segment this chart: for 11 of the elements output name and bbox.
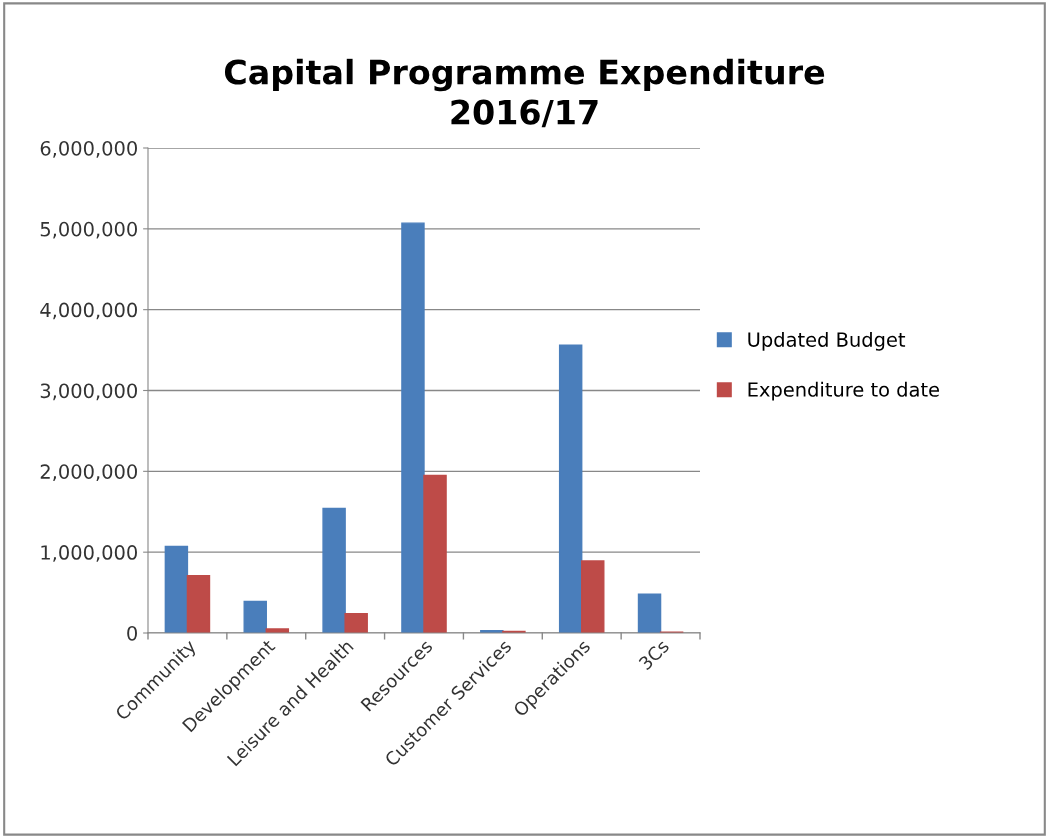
y-tick-label: 3,000,000 <box>40 383 137 401</box>
chart-title: Capital Programme Expenditure 2016/17 <box>224 58 825 128</box>
y-tick-label: 1,000,000 <box>41 545 137 562</box>
y-tick-label: 5,000,000 <box>40 221 137 239</box>
x-tick-label: 3Cs <box>638 638 670 671</box>
legend-label: Updated Budget <box>748 331 906 351</box>
y-tick-label: 6,000,000 <box>40 140 137 158</box>
y-tick-label: 0 <box>127 625 137 641</box>
legend-label: Expenditure to date <box>748 381 939 401</box>
y-tick-label: 2,000,000 <box>40 464 137 481</box>
y-tick-label: 4,000,000 <box>40 302 137 320</box>
